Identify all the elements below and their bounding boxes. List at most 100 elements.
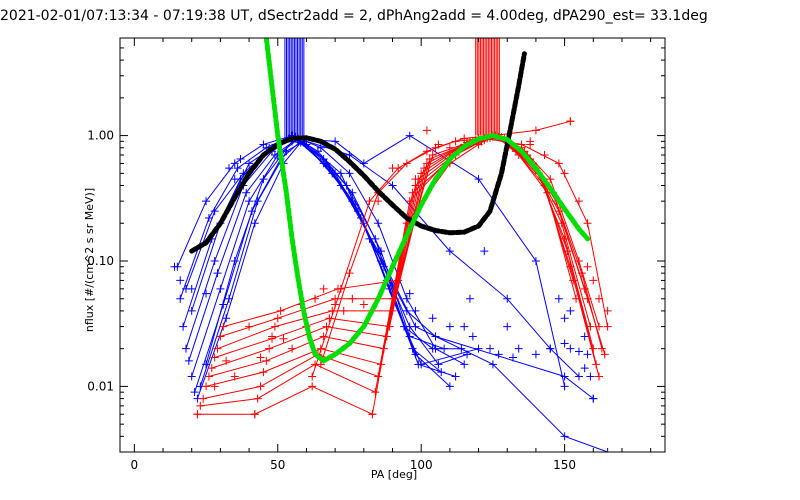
blue-data-point: [216, 284, 225, 293]
y-axis-label: nflux [#/(cm^2 s sr MeV)]: [83, 188, 96, 332]
blue-data-point: [531, 257, 540, 266]
blue-data-point: [460, 322, 469, 331]
blue-data-point: [302, 140, 311, 149]
blue-data-point: [560, 382, 569, 391]
blue-data-point: [250, 219, 259, 228]
blue-data-point: [202, 197, 211, 206]
blue-data-point: [405, 289, 414, 298]
red-data-point: [388, 306, 397, 315]
x-tick-label: 50: [270, 458, 285, 472]
blue-data-point: [574, 347, 583, 356]
red-data-point: [382, 332, 391, 341]
red-data-point: [420, 164, 429, 173]
blue-data-point: [230, 257, 239, 266]
red-data-point: [425, 155, 434, 164]
blue-data-point: [580, 364, 589, 373]
red-data-point: [345, 269, 354, 278]
red-data-point: [253, 394, 262, 403]
red-data-point: [268, 332, 277, 341]
x-tick-label: 150: [553, 458, 576, 472]
red-data-point: [365, 197, 374, 206]
blue-data-point: [486, 344, 495, 353]
blue-data-point: [405, 131, 414, 140]
red-data-point: [359, 300, 368, 309]
y-tick-label: 0.10: [87, 254, 114, 268]
red-data-point: [394, 276, 403, 285]
blue-data-point: [210, 257, 219, 266]
red-data-point: [531, 126, 540, 135]
blue-data-point: [374, 247, 383, 256]
red-data-point: [322, 322, 331, 331]
blue-data-point: [445, 247, 454, 256]
red-data-point: [574, 197, 583, 206]
red-data-point: [417, 169, 426, 178]
blue-data-point: [417, 360, 426, 369]
blue-data-point: [202, 289, 211, 298]
red-data-point: [199, 394, 208, 403]
blue-data-point: [331, 137, 340, 146]
red-series-line: [220, 135, 574, 337]
plot-content: [170, 38, 612, 452]
red-data-point: [422, 126, 431, 135]
red-data-point: [603, 306, 612, 315]
blue-data-point: [480, 247, 489, 256]
blue-data-point: [531, 350, 540, 359]
blue-data-point: [204, 214, 213, 223]
red-data-point: [526, 140, 535, 149]
red-data-point: [583, 262, 592, 271]
red-data-point: [265, 344, 274, 353]
red-data-point: [583, 219, 592, 228]
blue-data-point: [428, 314, 437, 323]
red-data-point: [262, 356, 271, 365]
blue-data-point: [225, 294, 233, 303]
blue-data-point: [176, 276, 185, 285]
red-data-point: [331, 300, 340, 309]
blue-data-point: [445, 382, 454, 391]
red-data-point: [222, 356, 231, 365]
red-data-point: [256, 382, 265, 391]
red-data-point: [325, 314, 334, 323]
red-data-point: [308, 382, 317, 391]
blue-data-point: [345, 169, 354, 178]
red-data-point: [273, 314, 282, 323]
red-data-point: [276, 306, 285, 315]
red-data-point: [557, 219, 566, 228]
red-data-point: [560, 169, 569, 178]
red-data-point: [279, 334, 288, 343]
red-data-point: [371, 388, 380, 397]
red-data-point: [377, 360, 386, 369]
blue-data-point: [259, 175, 268, 184]
blue-data-point: [245, 159, 254, 168]
green-model-curve: [263, 38, 591, 364]
red-data-point: [256, 353, 265, 362]
blue-data-point: [445, 322, 454, 331]
blue-data-point: [374, 219, 383, 228]
blue-data-point: [514, 344, 523, 353]
red-data-point: [219, 322, 228, 331]
blue-data-point: [428, 344, 437, 353]
x-axis-label: PA [deg]: [371, 468, 417, 481]
blue-data-point: [440, 344, 449, 353]
red-series-line: [311, 137, 609, 377]
blue-data-point: [242, 188, 251, 197]
x-tick-label: 100: [410, 458, 433, 472]
red-data-point: [213, 344, 222, 353]
blue-data-point: [508, 353, 517, 362]
red-data-point: [428, 151, 437, 160]
blue-data-point: [179, 322, 188, 331]
red-data-point: [391, 294, 400, 303]
blue-data-point: [560, 432, 569, 441]
red-data-point: [316, 360, 325, 369]
red-data-point: [595, 294, 604, 303]
red-data-point: [374, 372, 383, 381]
blue-data-point: [187, 284, 196, 293]
red-data-point: [583, 294, 592, 303]
blue-series-line: [199, 140, 594, 399]
red-data-point: [572, 294, 581, 303]
blue-data-point: [170, 262, 179, 271]
blue-data-point: [336, 181, 345, 190]
red-data-point: [445, 143, 454, 152]
blue-data-point: [411, 306, 420, 315]
blue-data-point: [554, 294, 563, 303]
blue-data-point: [474, 175, 483, 184]
